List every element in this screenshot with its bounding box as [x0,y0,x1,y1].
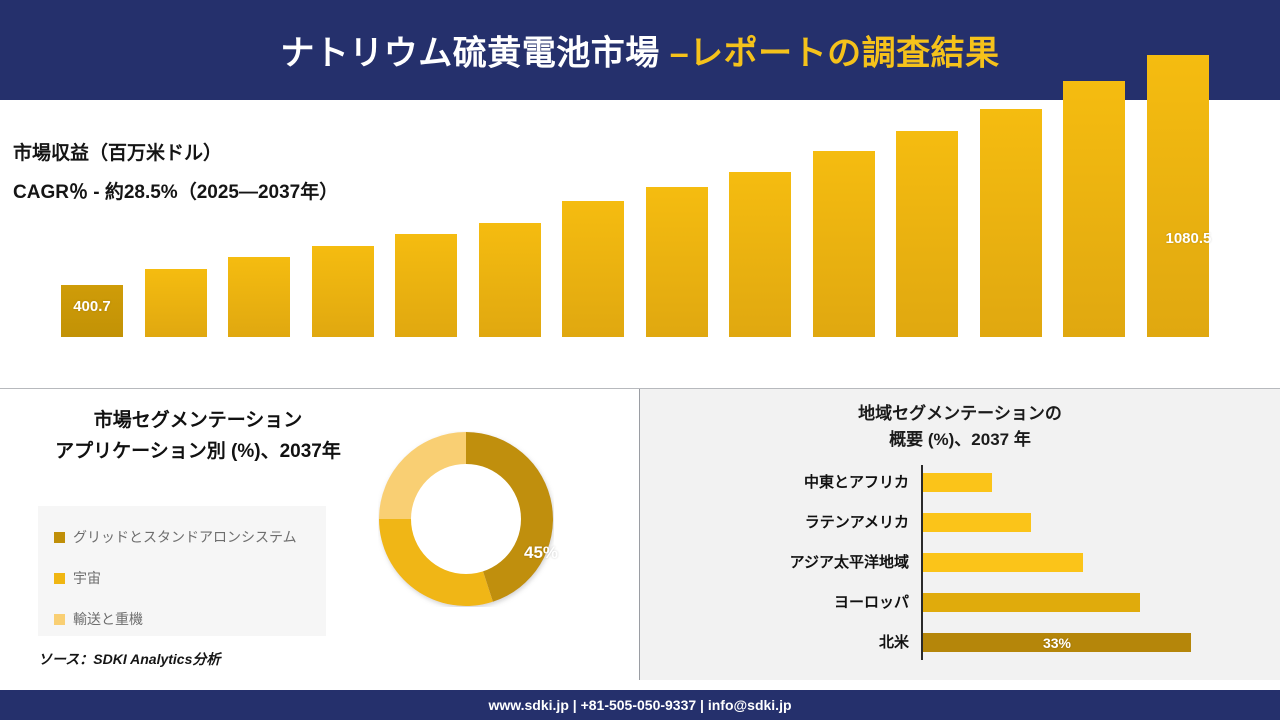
revenue-bar [61,285,123,337]
page-header: ナトリウム硫黄電池市場 –レポートの調査結果 [0,0,1280,100]
footer-contact: www.sdki.jp | +81-505-050-9337 | info@sd… [488,697,792,713]
regional-row: ラテンアメリカ [640,503,1280,539]
revenue-bar-value: 1080.5 [1165,230,1212,247]
revenue-bar [1063,81,1125,337]
regional-bar-value: 33% [1042,635,1072,651]
segmentation-title-line1: 市場セグメンテーション [93,410,303,431]
legend-swatch-icon [54,531,65,543]
donut-hole [411,464,521,574]
regional-bar [923,553,1083,572]
regional-row: アジア太平洋地域 [640,543,1280,579]
market-revenue-chart-panel: 市場収益（百万米ドル） CAGR％ - 約28.5%（2025―2037年） 4… [0,55,1280,658]
legend-item: 宇宙 [54,567,101,589]
revenue-bar [812,151,875,337]
regional-category-label: 北米 [878,634,909,651]
metric-label-cagr: CAGR％ - 約28.5%（2025―2037年） [13,182,339,203]
revenue-bar-group: 2034年 [896,131,980,582]
revenue-bar [562,201,624,337]
page-title-accent: –レポートの調査結果 [669,34,1000,73]
header-title-group: ナトリウム硫黄電池市場 –レポートの調査結果 [0,26,1280,75]
revenue-bar [395,234,457,337]
revenue-bars-area: 400.72024年2025年2026年2027年2028年2029年2030年… [0,55,1280,658]
regional-title-line2: 概要 (%)、2037 年 [889,430,1031,449]
revenue-bar-group: 2025年 [144,269,229,444]
regional-bar [923,633,1191,652]
page-title: ナトリウム硫黄電池市場 [280,34,670,73]
revenue-bar [729,172,791,337]
regional-category-label: 中東とアフリカ [803,474,909,491]
revenue-bar-group: 2032年 [729,172,813,541]
revenue-bar-group: 2026年 [228,257,312,456]
regional-row: 北米 33% [640,623,1280,659]
donut-highlight-label: 45% [524,543,559,562]
revenue-bar-group: 2027年 [311,246,396,467]
regional-category-label: アジア太平洋地域 [789,554,909,571]
regional-panel: 地域セグメンテーションの 概要 (%)、2037 年 中東とアフリカ ラテンアメリ… [640,389,1280,680]
revenue-bar [228,257,290,337]
regional-axis-line [921,465,923,660]
regional-row: ヨーロッパ [640,583,1280,619]
revenue-bar-group: 400.72024年 [61,285,145,428]
legend-swatch-icon [54,572,65,584]
regional-row: 中東とアフリカ [640,463,1280,499]
segmentation-title-line2: アプリケーション別 (%)、2037年 [55,441,341,462]
revenue-bar-group: 2028年 [395,234,479,479]
page-footer: www.sdki.jp | +81-505-050-9337 | info@sd… [0,690,1280,720]
revenue-bar-group: 2035年 [979,109,1064,604]
revenue-bar [1146,55,1209,337]
revenue-bar [144,269,207,337]
header-divider [0,100,1280,105]
revenue-bar-group: 2033年 [812,151,897,562]
legend-swatch-icon [54,613,65,625]
revenue-bar-group: 2029年 [478,223,563,490]
revenue-bar-group: 1080.52037年 [1146,55,1231,658]
revenue-bar [896,131,958,337]
legend-item-label: 宇宙 [73,570,101,586]
segmentation-title: 市場セグメンテーション アプリケーション別 (%)、2037年 [8,405,388,467]
revenue-bar-group: 2031年 [645,187,730,526]
donut-svg [379,432,553,606]
legend-item-label: グリッドとスタンドアロンシステム [73,529,297,545]
revenue-bar-group: 2030年 [562,201,646,512]
revenue-bar [979,109,1042,337]
metric-label-revenue: 市場収益（百万米ドル） [13,143,223,164]
revenue-bar [645,187,708,337]
legend-item-label: 輸送と重機 [73,611,143,627]
source-note: ソース：SDKI Analytics分析 [38,651,221,667]
regional-category-label: ラテンアメリカ [804,514,909,531]
segmentation-panel: 市場セグメンテーション アプリケーション別 (%)、2037年 グリッドとスタン… [0,389,640,680]
revenue-bar-group: 2036年 [1063,81,1147,632]
regional-title: 地域セグメンテーションの 概要 (%)、2037 年 [640,401,1280,453]
revenue-bar-value: 400.7 [73,298,111,315]
legend-item: 輸送と重機 [54,608,143,630]
regional-title-line1: 地域セグメンテーションの [858,404,1062,423]
regional-bar [923,513,1031,532]
legend-item: グリッドとスタンドアロンシステム [54,526,297,548]
revenue-bar [311,246,374,337]
segmentation-donut-chart: 45% [378,431,558,607]
regional-category-label: ヨーロッパ [833,594,909,611]
regional-bar [923,473,992,492]
regional-bar [923,593,1140,612]
revenue-bar [478,223,541,337]
segmentation-legend: グリッドとスタンドアロンシステム 宇宙輸送と重機 [38,506,326,636]
